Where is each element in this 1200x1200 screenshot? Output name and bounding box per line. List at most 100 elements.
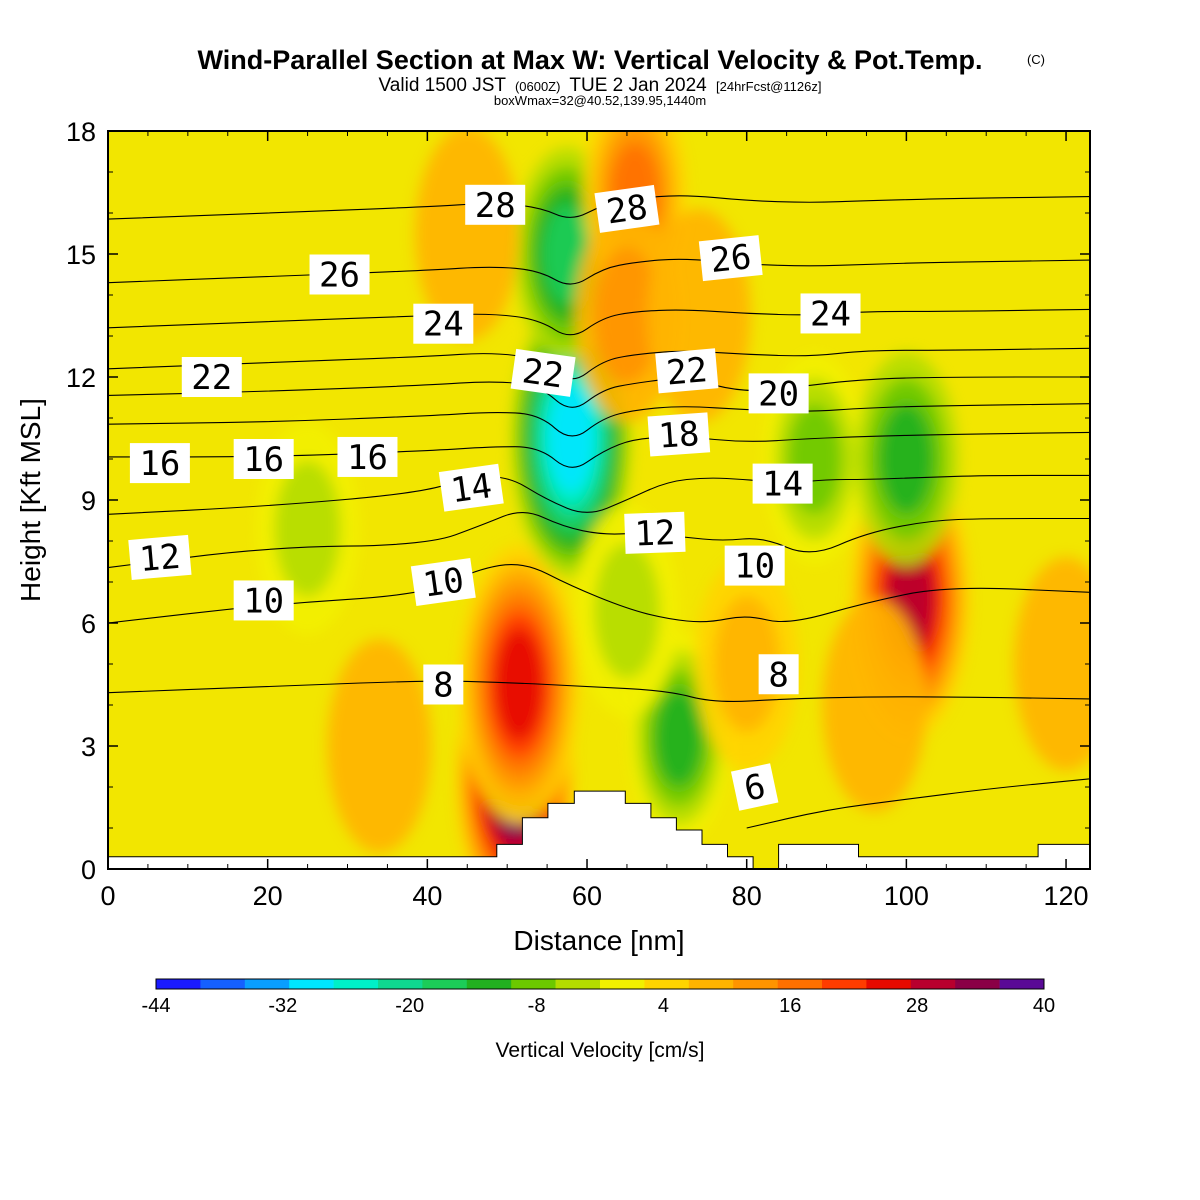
velocity-band [327,639,432,853]
velocity-feature [822,598,927,812]
contour-label: 24 [800,293,861,334]
colorbar-swatch [644,979,690,989]
y-axis: 0 3 6 9 12 15 18 [66,117,1090,885]
contour-label: 24 [413,303,474,345]
contour-label-box [752,463,813,504]
contour-label-box [594,184,660,233]
contour-label-text: 14 [762,465,803,505]
contour-label-text: 16 [139,444,180,484]
colorbar-swatch [422,979,468,989]
contour-labels: 28 28 26 26 24 24 22 22 22 20 18 16 16 16 14 14 12 12 10 10… [128,184,861,811]
velocity-band [654,688,703,787]
contour-label: 16 [337,436,398,478]
colorbar-swatch [777,979,823,989]
colorbar-label: -8 [528,995,546,1017]
contour-label-box [758,654,799,695]
contour-label-text: 24 [810,294,851,334]
contour-label-text: 10 [243,581,284,621]
contour-label-text: 18 [657,414,701,457]
y-tick-label: 18 [66,117,96,147]
theta-contour-22 [108,347,1090,380]
contour-label-box [128,534,192,580]
contour-label-box [748,373,809,414]
contour-label-text: 22 [520,351,566,396]
colorbar-frame [155,978,1045,990]
x-tick-label: 40 [412,881,442,911]
colorbar-swatch [333,979,379,989]
contour-label-box [624,511,686,554]
valid-time: Valid 1500 JST [379,75,507,96]
velocity-feature [854,352,959,566]
contour-label-box [510,348,576,397]
colorbar-swatch [289,979,334,989]
y-tick-label: 6 [81,609,96,639]
y-tick-label: 3 [81,732,96,762]
contour-label: 28 [594,184,660,233]
contour-label: 12 [624,511,686,555]
contour-label-box [233,580,294,621]
colorbar-swatch [600,979,645,989]
contour-label: 14 [438,463,504,512]
velocity-feature [575,208,679,423]
contour-label: 12 [128,534,192,580]
velocity-band [879,403,934,515]
chart-title: Wind-Parallel Section at Max W: Vertical… [198,45,983,75]
copyright-mark: (C) [1027,52,1045,67]
velocity-band [495,628,544,741]
contour-label-box [698,235,763,282]
colorbar-label: 4 [658,995,669,1017]
colorbar-swatch [999,979,1045,989]
velocity-feature [1014,557,1090,771]
colorbar-swatch [688,979,734,989]
colorbar-label: 40 [1033,995,1055,1017]
contour-label-box [800,293,861,334]
terrain [108,790,1090,869]
y-axis-title: Height [Kft MSL] [15,398,46,602]
contour-label: 26 [309,254,370,296]
theta-contour-18 [108,403,1090,437]
y-tick-label: 9 [81,486,96,516]
colorbar-label: 28 [906,995,928,1017]
y-tick-label: 0 [81,855,96,885]
colorbar-swatch [955,979,1000,989]
colorbar-swatch [866,979,912,989]
contour-label-text: 26 [319,256,360,296]
contour-label-text: 8 [768,655,788,695]
contour-label-box [410,558,476,606]
contour-label: 22 [510,348,576,397]
velocity-band [713,595,780,733]
contour-label-text: 10 [420,560,466,605]
contour-label: 22 [655,348,719,394]
velocity-band [822,598,927,812]
colorbar-swatch [511,979,556,989]
contour-label-text: 22 [191,358,232,398]
contour-label-text: 14 [448,466,494,511]
contour-label-text: 10 [734,547,775,587]
colorbar-swatch [200,979,246,989]
contour-label-text: 28 [604,187,650,232]
theta-contour-10 [108,564,1090,624]
contour-label: 8 [423,664,464,706]
y-tick-label: 15 [66,240,96,270]
theta-contour-28 [108,195,1090,220]
theta-contour-8 [108,680,1090,702]
plot-area: 28 28 26 26 24 24 22 22 22 20 18 16 16 16 14 14 12 12 10 10… [108,131,1090,869]
contour-label: 6 [730,763,779,811]
contour-label-box [129,443,190,484]
x-tick-label: 80 [732,881,762,911]
colorbar-swatch [910,979,956,989]
colorbar: -44 -32 -20 -8 4 16 28 40 [142,978,1055,1017]
velocity-feature [415,131,520,341]
colorbar-swatch [244,979,290,989]
contour-label: 18 [647,412,711,457]
x-tick-label: 20 [253,881,283,911]
contour-label-text: 16 [347,438,388,478]
contour-label: 8 [758,654,799,695]
velocity-band [1014,557,1090,771]
colorbar-swatch [156,979,201,989]
velocity-feature [459,545,580,824]
velocity-feature [575,504,679,718]
contour-label-text: 28 [475,186,516,226]
velocity-band [593,542,661,679]
contour-label-box [423,664,464,705]
